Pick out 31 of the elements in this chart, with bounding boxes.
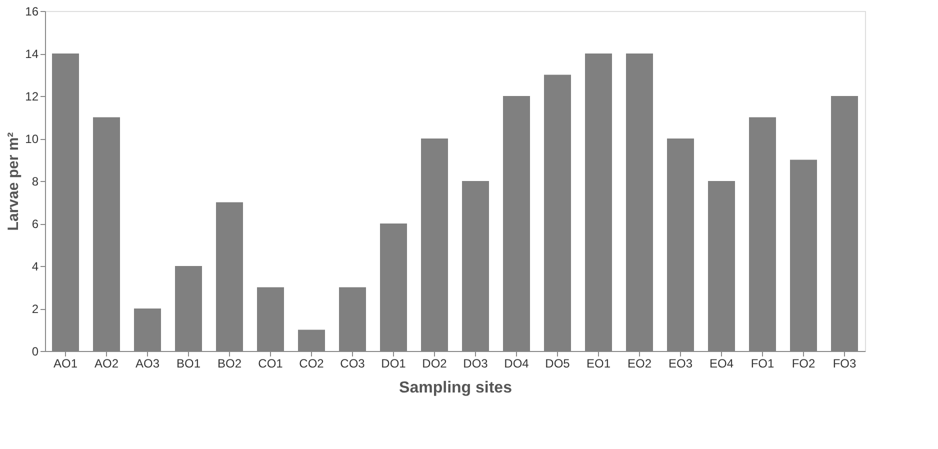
x-tick-label: CO3 — [340, 356, 366, 370]
x-tick-label: FO2 — [792, 356, 816, 370]
x-axis-title: Sampling sites — [399, 380, 512, 396]
x-tick-label: EO4 — [709, 356, 734, 370]
x-tick-label: BO1 — [176, 356, 201, 370]
y-tick-label: 6 — [32, 217, 39, 231]
x-tick-label: EO1 — [586, 356, 611, 370]
x-tick-label: DO1 — [381, 356, 406, 370]
x-tick-label: FO1 — [750, 356, 774, 370]
x-tick-label: AO1 — [53, 356, 78, 370]
y-tick-label: 10 — [25, 132, 39, 146]
y-tick-label: 0 — [32, 344, 39, 358]
x-tick-label: AO3 — [135, 356, 160, 370]
y-tick-label: 12 — [25, 90, 39, 104]
x-tick-label: DO2 — [422, 356, 448, 370]
x-tick-label: AO2 — [94, 356, 119, 370]
y-tick-label: 2 — [32, 302, 39, 316]
x-tick-label: EO3 — [668, 356, 693, 370]
x-tick-label: BO2 — [217, 356, 242, 370]
y-axis-title: Larvae per m² — [5, 132, 22, 231]
y-tick-label: 16 — [25, 4, 39, 18]
x-tick-label: CO2 — [299, 356, 324, 370]
y-tick-label: 14 — [25, 47, 39, 61]
x-tick-label: EO2 — [627, 356, 652, 370]
y-tick-label: 8 — [32, 174, 39, 188]
y-tick-label: 4 — [32, 260, 39, 274]
x-tick-label: DO4 — [504, 356, 530, 370]
x-tick-label: CO1 — [258, 356, 284, 370]
x-tick-label: DO3 — [463, 356, 488, 370]
x-tick-label: FO3 — [832, 356, 856, 370]
x-tick-label: DO5 — [545, 356, 570, 370]
